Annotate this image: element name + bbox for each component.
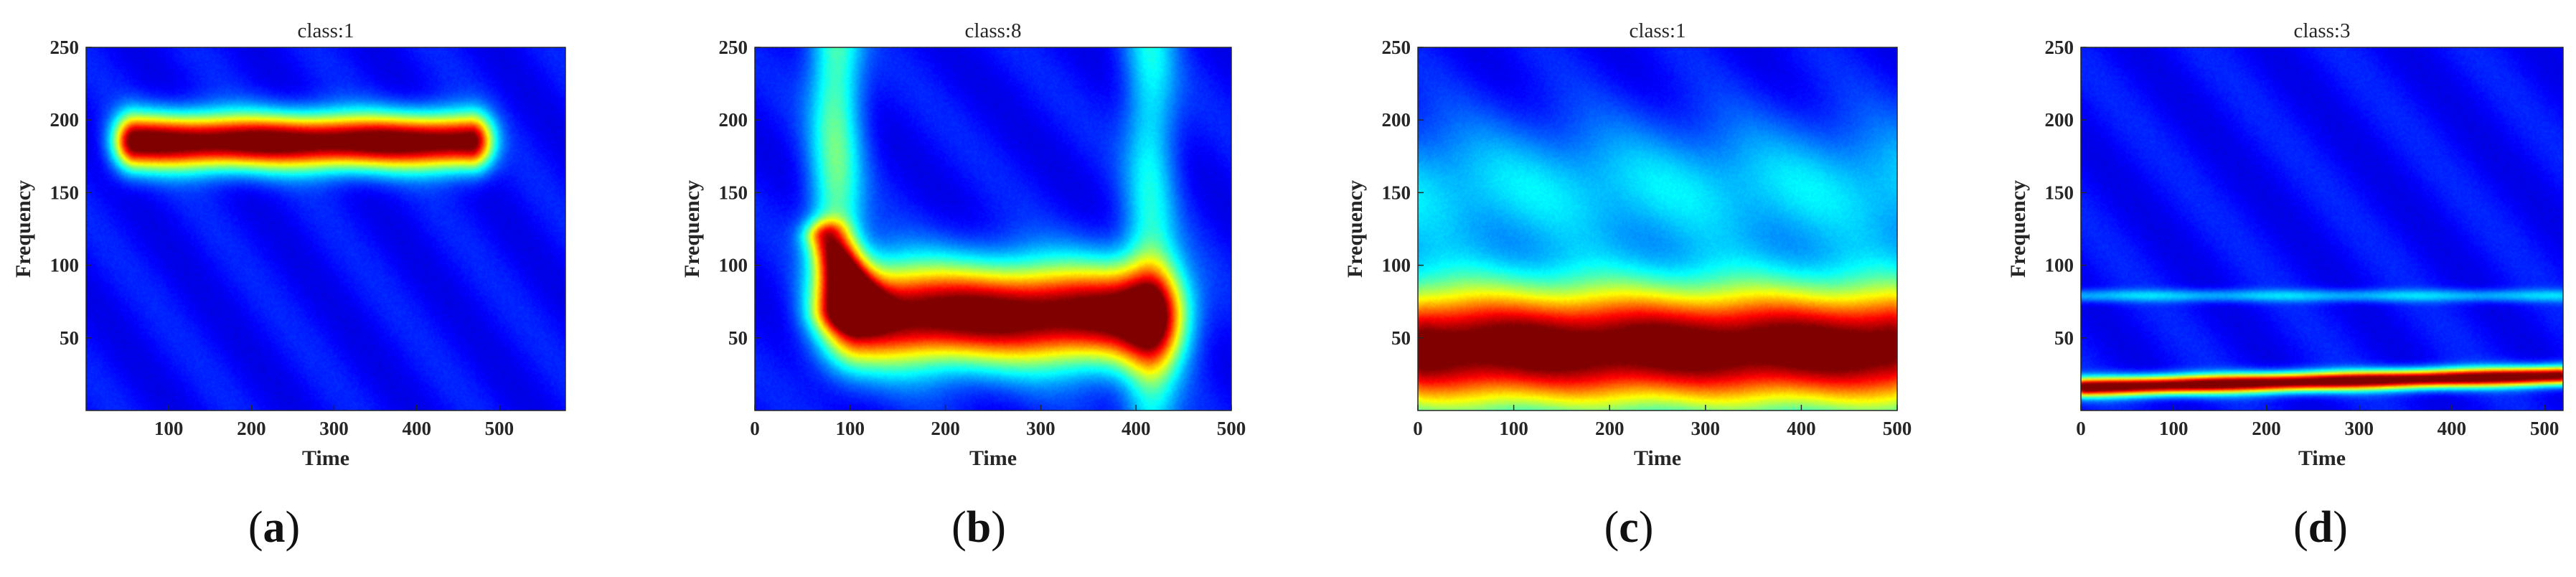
x-tick-label: 500 <box>1883 418 1912 439</box>
x-axis-title: Time <box>1634 446 1681 470</box>
y-tick-label: 200 <box>50 109 80 131</box>
caption-c: (c) <box>1604 503 1654 552</box>
y-axis-title: Frequency <box>11 180 35 278</box>
y-tick-label: 150 <box>1382 182 1411 203</box>
y-tick-label: 100 <box>719 255 748 276</box>
x-tick-label: 0 <box>750 418 760 439</box>
x-tick-label: 400 <box>1787 418 1816 439</box>
plot-frame <box>754 47 1232 411</box>
heatmap-image <box>86 47 565 411</box>
plot-frame <box>1417 47 1898 411</box>
x-tick-label: 200 <box>1595 418 1625 439</box>
plot-frame <box>85 47 566 411</box>
plot-frame <box>2080 47 2564 411</box>
y-tick-label: 50 <box>60 327 79 349</box>
caption-letter-b: b <box>966 503 992 552</box>
panel-title: class:1 <box>1630 19 1686 42</box>
x-tick-label: 400 <box>2438 418 2467 439</box>
x-axis-title: Time <box>2298 446 2346 470</box>
x-tick-label: 100 <box>1499 418 1528 439</box>
heatmap-image <box>755 47 1231 411</box>
x-tick-label: 300 <box>319 418 349 439</box>
chart-d: class:3 0 100 200 300 400 500 50 100 150 200 250 Tim… <box>2006 19 2564 470</box>
y-tick-label: 150 <box>50 182 80 203</box>
x-tick-label: 200 <box>237 418 266 439</box>
panel-title: class:3 <box>2294 19 2351 42</box>
heatmap-image <box>2081 47 2563 411</box>
x-tick-label: 300 <box>1026 418 1056 439</box>
y-tick-label: 250 <box>2045 37 2074 58</box>
y-tick-label: 50 <box>1391 327 1411 349</box>
caption-a: (a) <box>248 503 301 552</box>
caption-d: (d) <box>2293 503 2348 552</box>
x-tick-label: 500 <box>485 418 514 439</box>
x-tick-label: 0 <box>1413 418 1423 439</box>
x-tick-label: 100 <box>836 418 865 439</box>
caption-letter-d: d <box>2308 503 2333 552</box>
x-tick-label: 100 <box>2159 418 2189 439</box>
chart-a: class:1 100 200 300 400 500 50 100 150 200 250 Time… <box>11 19 566 470</box>
x-tick-label: 200 <box>931 418 960 439</box>
panel-title: class:8 <box>965 19 1022 42</box>
x-tick-label: 100 <box>154 418 184 439</box>
panel-b: class:8 0 100 200 300 400 500 50 100 150 200 250 Tim… <box>666 0 1246 577</box>
y-tick-label: 150 <box>2045 182 2074 203</box>
x-tick-label: 300 <box>2344 418 2374 439</box>
y-tick-label: 200 <box>1382 109 1411 131</box>
x-axis-title: Time <box>969 446 1017 470</box>
x-tick-label: 0 <box>2076 418 2086 439</box>
x-axis-title: Time <box>302 446 349 470</box>
caption-letter-c: c <box>1619 503 1639 552</box>
y-tick-label: 150 <box>719 182 748 203</box>
y-tick-label: 250 <box>1382 37 1411 58</box>
caption-b: (b) <box>951 503 1006 552</box>
y-tick-label: 100 <box>50 255 80 276</box>
x-tick-label: 400 <box>402 418 431 439</box>
y-tick-label: 100 <box>2045 255 2074 276</box>
panel-a: class:1 100 200 300 400 500 50 100 150 200 250 Time… <box>0 0 574 577</box>
y-axis-title: Frequency <box>1343 180 1367 278</box>
y-axis-title: Frequency <box>680 180 704 278</box>
y-tick-label: 50 <box>728 327 748 349</box>
caption-letter-a: a <box>263 503 286 552</box>
y-tick-label: 200 <box>719 109 748 131</box>
panel-title: class:1 <box>298 19 354 42</box>
y-tick-label: 250 <box>719 37 748 58</box>
x-tick-label: 300 <box>1691 418 1721 439</box>
x-tick-label: 200 <box>2252 418 2281 439</box>
chart-b: class:8 0 100 200 300 400 500 50 100 150 200 250 Tim… <box>680 19 1246 470</box>
y-tick-label: 50 <box>2054 327 2074 349</box>
panel-c: class:1 0 100 200 300 400 500 50 100 150 200 250 Tim… <box>1332 0 1912 577</box>
x-tick-label: 500 <box>2530 418 2559 439</box>
y-tick-label: 200 <box>2045 109 2074 131</box>
x-tick-label: 500 <box>1217 418 1246 439</box>
x-tick-label: 400 <box>1122 418 1151 439</box>
chart-c: class:1 0 100 200 300 400 500 50 100 150 200 250 Tim… <box>1343 19 1912 470</box>
y-axis-title: Frequency <box>2006 180 2030 278</box>
panel-d: class:3 0 100 200 300 400 500 50 100 150 200 250 Tim… <box>1998 0 2572 577</box>
y-tick-label: 100 <box>1382 255 1411 276</box>
y-tick-label: 250 <box>50 37 80 58</box>
heatmap-image <box>1418 47 1897 411</box>
